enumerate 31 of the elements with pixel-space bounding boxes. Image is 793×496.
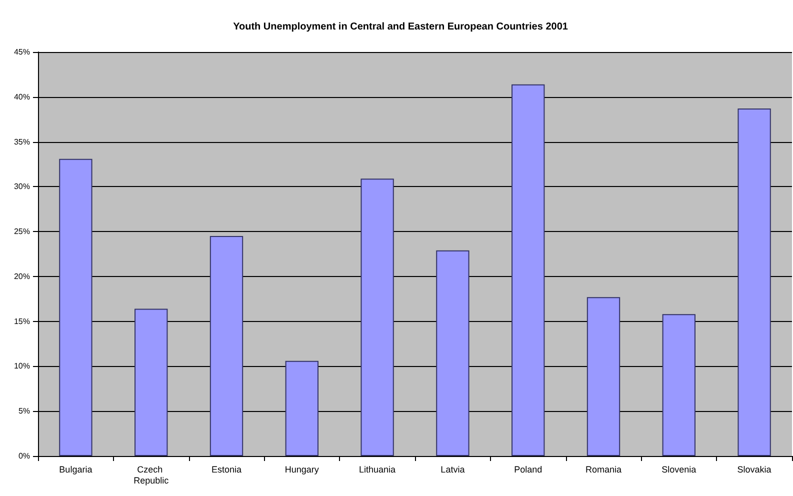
y-tick-label: 40%	[14, 92, 30, 102]
x-tick-label: Romania	[585, 464, 622, 474]
x-tick-label: Estonia	[211, 464, 242, 474]
y-tick-label: 15%	[14, 316, 30, 326]
bar	[586, 297, 620, 456]
y-tick-label: 35%	[14, 137, 30, 146]
y-tick-label: 20%	[14, 272, 30, 281]
bar	[436, 250, 470, 456]
bar	[210, 236, 244, 456]
x-tick-label: Hungary	[284, 464, 320, 474]
bar	[512, 84, 545, 456]
x-tick-label: Slovenia	[662, 464, 696, 474]
x-tick-label: Lithuania	[359, 464, 396, 474]
bar	[59, 158, 92, 456]
y-tick-label: 45%	[14, 48, 30, 56]
y-tick-label: 10%	[14, 362, 30, 371]
y-tick-label: 5%	[18, 406, 30, 416]
bar	[134, 308, 168, 456]
bar	[285, 360, 318, 456]
bar	[360, 178, 394, 456]
bar	[662, 314, 696, 456]
x-tick-label: Bulgaria	[59, 464, 92, 474]
x-tick-label: Poland	[514, 464, 542, 474]
x-tick-label: Slovakia	[737, 464, 772, 474]
y-tick-label: 25%	[14, 227, 30, 236]
y-tick-label: 30%	[14, 182, 30, 192]
chart-title: Youth Unemployment in Central and Eastern European Countries 2001	[233, 22, 568, 32]
x-tick-label: Czech Republic	[134, 464, 170, 486]
x-tick-label: Latvia	[440, 464, 465, 474]
y-tick-label: 0%	[18, 452, 30, 460]
bar	[738, 108, 771, 456]
